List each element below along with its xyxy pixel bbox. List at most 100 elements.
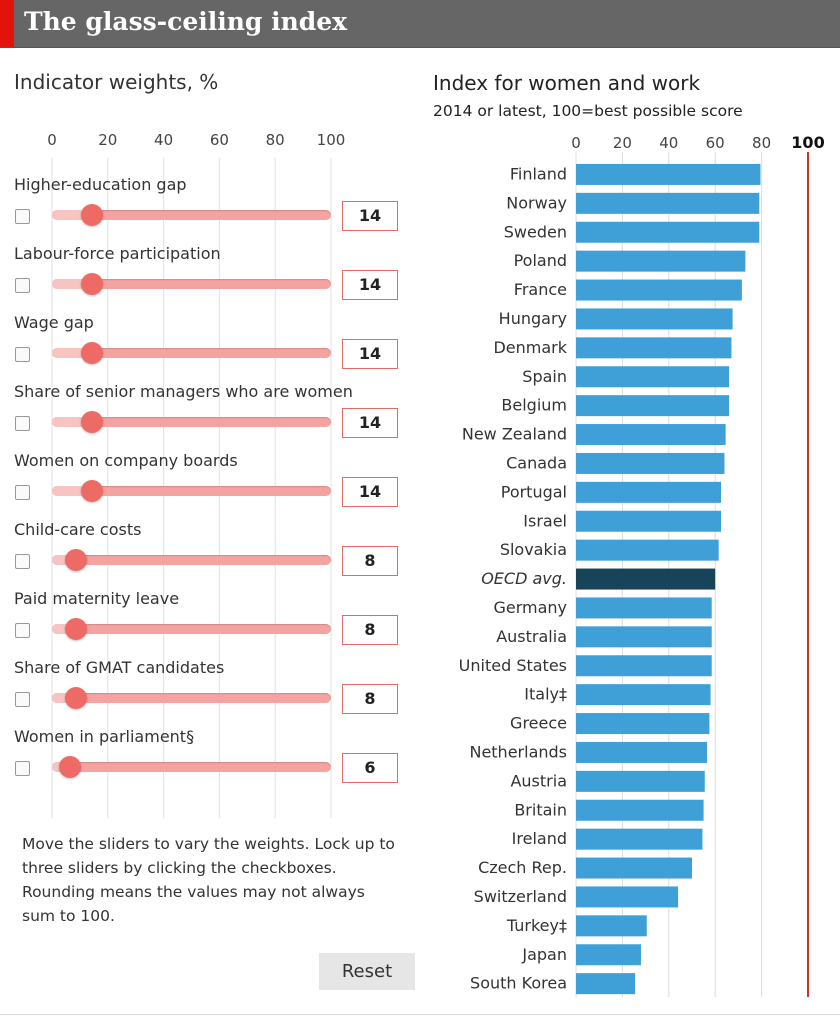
slider-track[interactable] <box>52 279 331 289</box>
slider-fill <box>52 348 92 358</box>
slider-label: Wage gap <box>14 313 94 332</box>
lock-checkbox[interactable] <box>15 692 30 707</box>
instructions-note: Move the sliders to vary the weights. Lo… <box>22 835 395 925</box>
weight-slider-row: Wage gap 14 <box>0 313 420 383</box>
slider-handle[interactable] <box>81 411 104 433</box>
slider-label: Higher-education gap <box>14 175 187 194</box>
weights-axis-tick: 20 <box>98 131 118 149</box>
weight-value-input[interactable]: 14 <box>342 201 398 231</box>
x-tick-label: 40 <box>659 134 678 152</box>
category-label: Australia <box>496 627 567 646</box>
lock-checkbox[interactable] <box>15 623 30 638</box>
bar <box>576 481 721 503</box>
slider-fill <box>52 555 75 565</box>
category-label: France <box>514 280 567 299</box>
slider-handle[interactable] <box>81 273 104 295</box>
slider-handle[interactable] <box>64 618 87 640</box>
weights-axis-tick: 100 <box>316 131 346 149</box>
category-label: Portugal <box>501 482 567 501</box>
weight-slider-row: Child-care costs 8 <box>0 520 420 590</box>
weights-axis-tick: 60 <box>209 131 229 149</box>
bar <box>576 886 679 908</box>
category-label: Belgium <box>501 396 567 415</box>
bar <box>576 337 732 359</box>
lock-checkbox[interactable] <box>15 209 30 224</box>
slider-track[interactable] <box>52 762 331 772</box>
slider-handle[interactable] <box>64 687 87 709</box>
bar <box>576 366 730 388</box>
weights-axis-tick: 0 <box>47 131 57 149</box>
bar <box>576 828 703 850</box>
slider-label: Women in parliament§ <box>14 727 195 746</box>
weight-value-input[interactable]: 14 <box>342 408 398 438</box>
x-tick-label: 0 <box>571 134 581 152</box>
header-bar: The glass-ceiling index <box>0 0 840 48</box>
page-title: The glass-ceiling index <box>24 7 348 36</box>
slider-handle[interactable] <box>81 480 104 502</box>
slider-label: Child-care costs <box>14 520 142 539</box>
weight-value-input[interactable]: 8 <box>342 684 398 714</box>
slider-handle[interactable] <box>81 204 104 226</box>
slider-label: Labour-force participation <box>14 244 221 263</box>
slider-handle[interactable] <box>64 549 87 571</box>
lock-checkbox[interactable] <box>15 485 30 500</box>
slider-label: Share of senior managers who are women <box>14 382 353 401</box>
lock-checkbox[interactable] <box>15 416 30 431</box>
lock-checkbox[interactable] <box>15 347 30 362</box>
category-label: Poland <box>514 251 567 270</box>
chart-title: Index for women and work <box>433 71 701 95</box>
lock-checkbox[interactable] <box>15 278 30 293</box>
category-label: Germany <box>493 598 567 617</box>
category-label: Greece <box>510 714 567 733</box>
weight-value-input[interactable]: 14 <box>342 477 398 507</box>
lock-checkbox[interactable] <box>15 554 30 569</box>
category-label: Italy‡ <box>524 685 567 704</box>
bar <box>576 713 710 735</box>
bar <box>576 424 726 446</box>
x-tick-label: 20 <box>613 134 632 152</box>
slider-track[interactable] <box>52 486 331 496</box>
weights-axis-tick: 40 <box>154 131 174 149</box>
category-label: Austria <box>510 771 567 790</box>
weight-value-input[interactable]: 14 <box>342 270 398 300</box>
weight-slider-row: Women on company boards 14 <box>0 451 420 521</box>
slider-track[interactable] <box>52 555 331 565</box>
slider-track[interactable] <box>52 693 331 703</box>
weight-value-input[interactable]: 8 <box>342 546 398 576</box>
category-label: Ireland <box>512 829 567 848</box>
bar <box>576 626 712 648</box>
category-label: Sweden <box>504 222 567 241</box>
slider-handle[interactable] <box>81 342 104 364</box>
slider-track[interactable] <box>52 210 331 220</box>
weights-axis-tick: 80 <box>265 131 285 149</box>
category-label: South Korea <box>470 974 567 993</box>
bar <box>576 163 761 185</box>
slider-label: Women on company boards <box>14 451 238 470</box>
weight-value-input[interactable]: 8 <box>342 615 398 645</box>
slider-fill <box>52 693 75 703</box>
weights-title: Indicator weights, % <box>14 70 219 94</box>
weight-slider-row: Higher-education gap 14 <box>0 175 420 245</box>
weight-value-input[interactable]: 6 <box>342 753 398 783</box>
slider-label: Share of GMAT candidates <box>14 658 225 677</box>
category-label: Norway <box>506 193 567 212</box>
bar <box>576 684 711 706</box>
slider-label: Paid maternity leave <box>14 589 180 608</box>
slider-track[interactable] <box>52 417 331 427</box>
bar <box>576 915 647 937</box>
bar-oecd-average <box>576 568 716 590</box>
slider-track[interactable] <box>52 624 331 634</box>
bar <box>576 799 704 821</box>
category-label: Japan <box>521 945 567 964</box>
slider-track[interactable] <box>52 348 331 358</box>
category-label: Netherlands <box>469 742 567 761</box>
slider-handle[interactable] <box>59 756 82 778</box>
lock-checkbox[interactable] <box>15 761 30 776</box>
category-label: Denmark <box>493 338 567 357</box>
category-label: Hungary <box>499 309 567 328</box>
weight-value-input[interactable]: 14 <box>342 339 398 369</box>
reset-button[interactable]: Reset <box>319 953 415 990</box>
bar <box>576 221 760 243</box>
category-label: Finland <box>510 164 567 183</box>
weight-slider-row: Women in parliament§ 6 <box>0 727 420 797</box>
